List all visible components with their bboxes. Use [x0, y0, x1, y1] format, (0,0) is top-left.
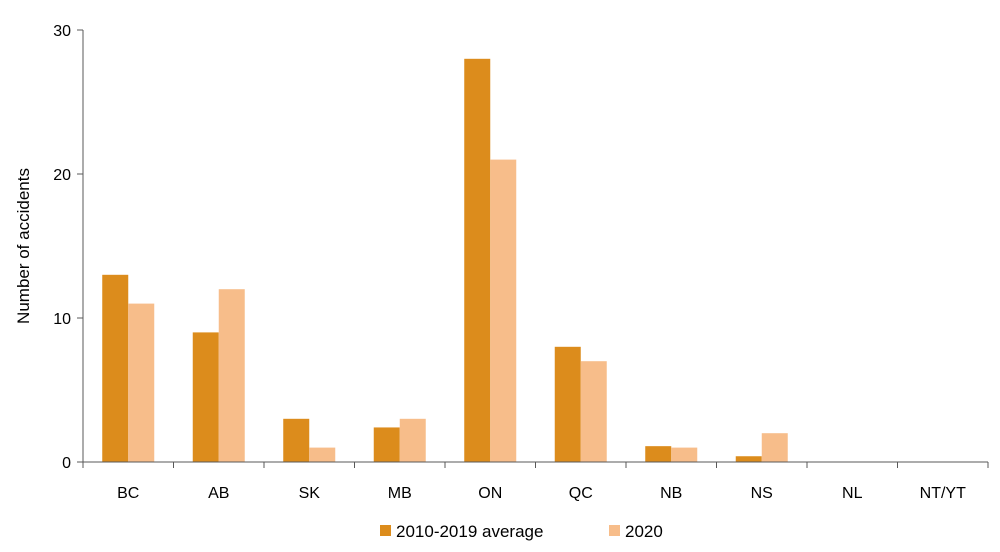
y-tick-label: 30 [53, 23, 71, 40]
bar-average-qc [554, 346, 581, 462]
x-tick-label: AB [208, 485, 229, 502]
y-axis-title: Number of accidents [14, 168, 33, 324]
legend-swatch [380, 525, 391, 536]
x-tick-label: NB [660, 485, 682, 502]
bar-average-on [464, 58, 491, 463]
x-tick-label: NT/YT [920, 485, 966, 502]
x-tick-label: NS [751, 485, 773, 502]
bar-average-sk [283, 418, 310, 462]
bar-2020-nb [671, 447, 698, 462]
bar-2020-sk [309, 447, 336, 462]
legend-label: 2020 [625, 522, 663, 541]
bar-2020-ns [761, 433, 788, 462]
y-tick-label: 10 [53, 311, 71, 328]
bar-average-mb [373, 427, 400, 462]
x-tick-label: SK [299, 485, 321, 502]
y-tick-label: 0 [62, 455, 71, 472]
bar-2020-qc [580, 361, 607, 462]
bar-2020-mb [399, 418, 426, 462]
bar-2020-bc [128, 303, 155, 462]
y-tick-label: 20 [53, 167, 71, 184]
bar-2020-on [490, 159, 517, 462]
x-axis-ticks: BC AB SK MB ON QC NB NS NL NT/YT [82, 462, 989, 502]
y-axis-ticks: 0 10 20 30 [53, 23, 83, 472]
legend: 2010-2019 average 2020 [380, 522, 663, 541]
x-tick-label: ON [478, 485, 502, 502]
legend-label: 2010-2019 average [396, 522, 543, 541]
x-tick-label: QC [569, 485, 593, 502]
bars-group [102, 58, 788, 463]
x-tick-label: BC [117, 485, 139, 502]
bar-average-nb [645, 446, 672, 462]
bar-average-bc [102, 274, 129, 462]
legend-swatch [609, 525, 620, 536]
x-tick-label: MB [388, 485, 412, 502]
x-tick-label: NL [842, 485, 863, 502]
bar-average-ns [735, 456, 762, 462]
bar-2020-ab [218, 289, 245, 462]
bar-average-ab [192, 332, 219, 462]
